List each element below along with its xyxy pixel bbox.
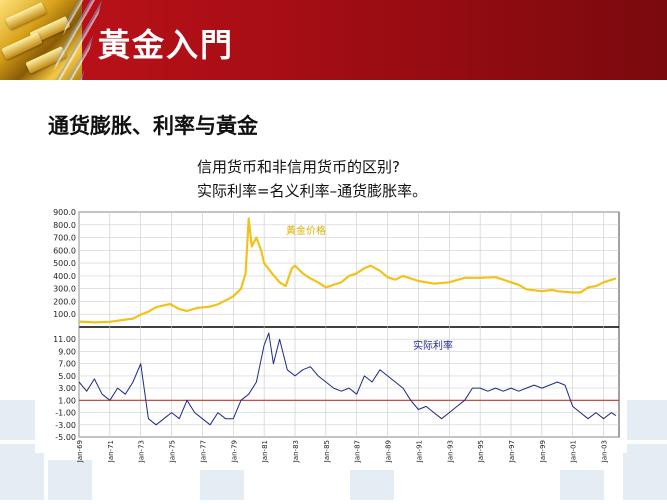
x-tick-label: Jan-89 [385,440,393,463]
decorative-square [623,400,667,440]
note-line-1: 信用货币和非信用货币的区别? [197,158,400,176]
real-rate-line [78,332,617,426]
x-tick-label: Jan-97 [508,440,516,463]
x-tick-label: Jan-75 [169,440,177,463]
rate-y-tick-label: 9.00 [58,347,76,356]
decorative-square [48,460,92,500]
page-title: 黃金入門 [98,26,235,64]
gold-y-tick-label: 500.0 [53,259,76,268]
x-tick-label: Jan-71 [107,440,115,463]
x-tick-label: Jan-85 [323,440,331,463]
gold-y-tick-label: 300.0 [53,285,76,294]
rate-y-tick-label: 1.00 [58,396,76,405]
gold-y-tick-label: 900.0 [53,208,76,217]
gold-y-tick-label: 600.0 [53,246,76,255]
x-tick-label: Jan-01 [570,440,578,463]
gold-y-tick-label: 700.0 [53,234,76,243]
chart-svg: 900.0 800.0 700.0 600.0 500.0 400.0 300.0 200.0… [35,208,627,463]
decorative-square [200,470,244,500]
x-tick-label: Jan-87 [354,440,362,463]
rate-y-tick-label: 11.00 [53,335,76,344]
x-tick-label: Jan-79 [230,440,238,463]
gold-y-tick-label: 400.0 [53,272,76,281]
x-tick-label: Jan-99 [539,440,547,463]
x-tick-label: Jan-95 [477,440,485,463]
rate-y-tick-label: 5.00 [58,372,76,381]
x-tick-label: Jan-03 [601,440,609,463]
section-heading: 通货膨胀、利率与黃金 [48,114,258,138]
legend-real-rate: 实际利率 [413,339,453,352]
decorative-square [623,444,667,500]
x-tick-label: Jan-91 [415,440,423,463]
legend-gold-price: 黃金价格 [286,224,326,237]
decorative-square [350,470,394,500]
x-tick-label: Jan-73 [138,440,146,463]
gold-price-line [78,217,617,324]
gold-plot-frame [78,211,620,328]
rate-y-tick-label: 7.00 [58,360,76,369]
x-tick-label: Jan-81 [261,440,269,463]
decorative-square [0,444,44,500]
x-tick-label: Jan-69 [76,440,84,463]
decorative-square [560,470,604,500]
x-tick-label: Jan-93 [446,440,454,463]
rate-y-tick-label: 3.00 [58,384,76,393]
gold-y-tick-label: 800.0 [53,221,76,230]
gold-vs-real-rate-chart: 900.0 800.0 700.0 600.0 500.0 400.0 300.0 200.0… [0,205,667,500]
gold-y-tick-label: 200.0 [53,297,76,306]
x-tick-label: Jan-83 [292,440,300,463]
rate-y-tick-label: -3.00 [55,421,76,430]
rate-plot-frame [78,326,620,438]
note-line-2: 实际利率=名义利率–通货膨胀率。 [197,182,428,200]
rate-y-tick-label: -5.00 [55,433,76,442]
title-banner: 黃金入門 [0,0,667,80]
rate-y-tick-label: -1.00 [55,409,76,418]
gold-y-tick-label: 100.0 [53,310,76,319]
x-tick-label: Jan-77 [199,440,207,463]
